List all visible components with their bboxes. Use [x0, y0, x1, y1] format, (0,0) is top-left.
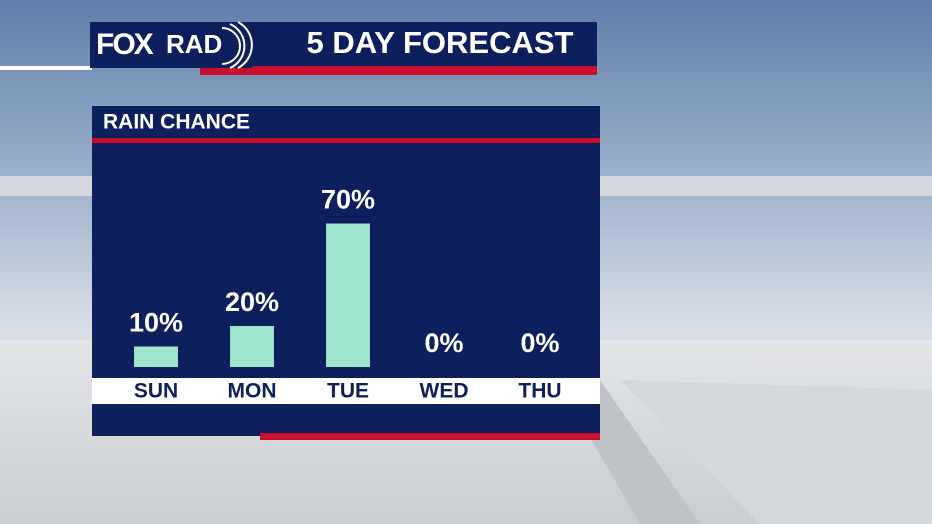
value-label: 10% — [129, 308, 183, 338]
bar — [134, 346, 178, 367]
header-red-bar — [200, 64, 597, 75]
category-label: SUN — [134, 380, 178, 403]
stage-shape — [580, 380, 700, 524]
bar — [230, 326, 274, 367]
stage-shape — [620, 380, 932, 524]
category-strip — [92, 378, 600, 404]
logo-fox: FOX — [96, 28, 154, 61]
panel-bottom-red — [260, 433, 600, 440]
logo-box — [90, 22, 252, 68]
panel-red-line — [92, 138, 600, 143]
category-label: THU — [518, 380, 561, 403]
logo-waves — [221, 21, 253, 69]
bar — [326, 223, 370, 367]
value-label: 70% — [321, 185, 375, 215]
logo-rad: RAD — [166, 29, 222, 59]
category-label: MON — [228, 380, 277, 403]
value-label: 0% — [424, 328, 463, 358]
value-label: 0% — [520, 328, 559, 358]
header-title: 5 DAY FORECAST — [306, 25, 573, 60]
category-label: TUE — [327, 380, 369, 403]
chart-title: RAIN CHANCE — [103, 111, 250, 134]
category-label: WED — [420, 380, 469, 403]
value-label: 20% — [225, 287, 279, 317]
title-box — [252, 22, 597, 66]
